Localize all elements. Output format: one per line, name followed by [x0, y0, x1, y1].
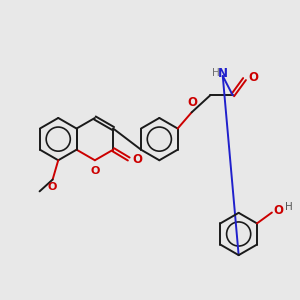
Text: O: O: [274, 205, 284, 218]
Text: O: O: [249, 71, 259, 84]
Text: H: H: [212, 68, 220, 79]
Text: O: O: [90, 166, 100, 176]
Text: O: O: [187, 96, 197, 109]
Text: O: O: [133, 152, 143, 166]
Text: N: N: [218, 67, 228, 80]
Text: O: O: [47, 182, 57, 192]
Text: H: H: [285, 202, 293, 212]
